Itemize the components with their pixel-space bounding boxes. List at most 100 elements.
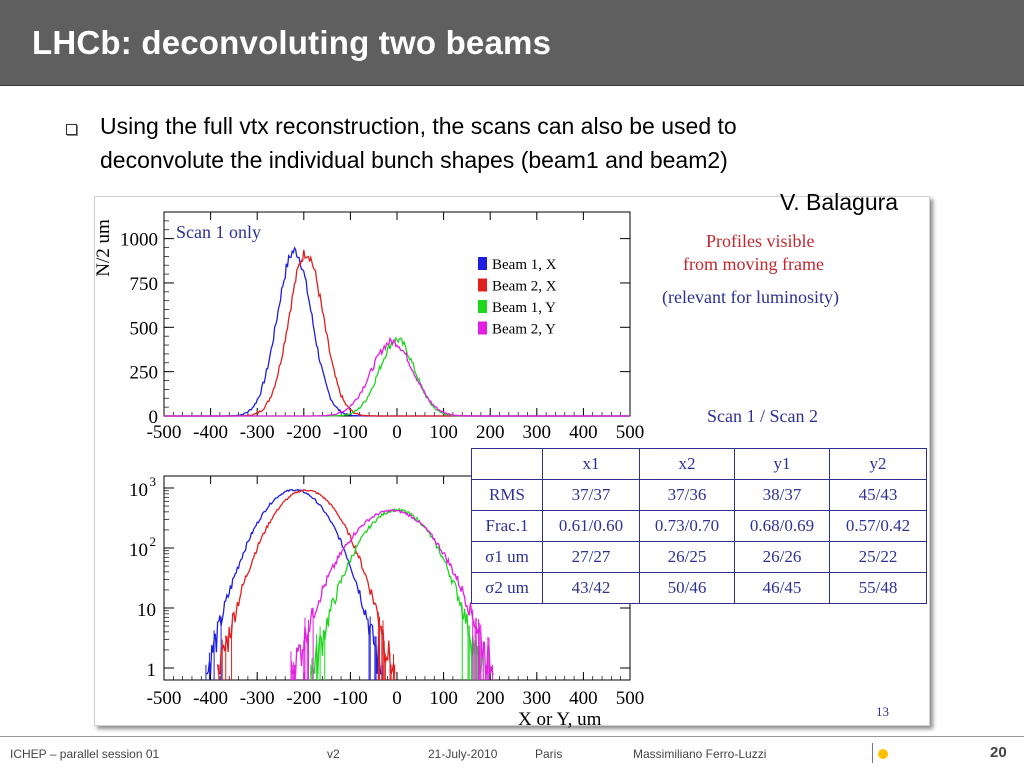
bullet-square-icon: [66, 124, 77, 135]
table-cell: 37/36: [639, 479, 735, 511]
bullet-text-line-2: deconvolute the individual bunch shapes …: [100, 147, 728, 173]
table-cell: 38/37: [734, 479, 830, 511]
table-row-label: RMS: [471, 479, 543, 511]
series-line-beam-1-x: [164, 246, 630, 417]
y-tick-exponent: 3: [150, 474, 157, 489]
relevance-note: (relevant for luminosity): [662, 287, 839, 307]
x-tick-label: 300: [523, 688, 552, 709]
x-tick-label: -500: [147, 422, 182, 443]
moving-frame-note: from moving frame: [683, 254, 824, 274]
series-line-beam-1-y: [164, 336, 630, 417]
footer-presenter: Massimiliano Ferro-Luzzi: [633, 747, 767, 761]
legend-swatch: [478, 321, 487, 335]
footer-divider: [0, 736, 1024, 737]
table-cell: 25/22: [829, 541, 927, 573]
table-cell: 37/37: [542, 479, 640, 511]
x-tick-label: 400: [569, 422, 598, 443]
footer-dot-icon: [878, 749, 888, 759]
bullet-text-line-1: Using the full vtx reconstruction, the s…: [100, 113, 737, 139]
x-tick-label: 300: [523, 422, 552, 443]
x-tick-label: -400: [193, 688, 228, 709]
legend-entry: Beam 2, X: [492, 279, 557, 295]
table-cell: 46/45: [734, 572, 830, 604]
profiles-visible-note: Profiles visible: [706, 231, 815, 251]
author-credit: V. Balagura: [780, 189, 899, 215]
table-cell: 27/27: [542, 541, 640, 573]
table-row: Frac.1 0.61/0.60 0.73/0.70 0.68/0.69 0.5…: [471, 510, 927, 542]
table-cell: 0.61/0.60: [542, 510, 640, 542]
x-tick-label: -500: [147, 688, 182, 709]
x-tick-label: 200: [476, 422, 505, 443]
legend-entry: Beam 2, Y: [492, 322, 556, 338]
x-tick-label: 500: [616, 422, 645, 443]
x-tick-label: 0: [392, 422, 402, 443]
beam-parameters-table: x1 x2 y1 y2 RMS 37/37 37/36 38/37 45/43 …: [471, 448, 927, 604]
legend-swatch: [478, 257, 487, 270]
y-tick-label: 1: [147, 660, 157, 681]
table-header-cell: x2: [639, 448, 735, 480]
series-line-beam-2-y: [290, 508, 494, 675]
table-header-cell: [471, 448, 543, 480]
series-line-beam-2-x: [216, 488, 396, 675]
x-tick-label: 0: [392, 688, 402, 709]
table-cell: 55/48: [829, 572, 927, 604]
table-header-cell: y1: [734, 448, 830, 480]
y-tick-label: 0: [149, 407, 159, 428]
footer-separator: [872, 743, 873, 763]
x-tick-label: -100: [333, 688, 368, 709]
table-row-label: Frac.1: [471, 510, 543, 542]
table-cell: 0.73/0.70: [639, 510, 735, 542]
series-line-beam-1-x: [205, 489, 383, 675]
plot-frame: [163, 211, 631, 417]
y-tick-label: 750: [130, 274, 159, 295]
slide-title: LHCb: deconvoluting two beams: [32, 24, 552, 61]
table-row: σ2 um 43/42 50/46 46/45 55/48: [471, 572, 927, 604]
y-tick-exponent: 2: [150, 534, 157, 549]
table-row: RMS 37/37 37/36 38/37 45/43: [471, 479, 927, 511]
x-tick-label: -300: [240, 422, 275, 443]
footer-version: v2: [327, 747, 340, 761]
x-tick-label: 100: [429, 688, 458, 709]
chart-title: Scan 1 only: [176, 222, 261, 242]
log-profile-chart: -500 -400 -300 -200 -100 0 100 200 300 400 500 1 10 1…: [129, 474, 645, 728]
y-tick-label: 10: [137, 600, 156, 621]
table-header-cell: y2: [829, 448, 927, 480]
table-cell: 26/25: [639, 541, 735, 573]
y-tick-label: 1000: [120, 230, 158, 251]
table-header-cell: x1: [542, 448, 640, 480]
table-cell: 0.57/0.42: [829, 510, 927, 542]
legend-swatch: [478, 278, 487, 292]
x-tick-label: -200: [286, 422, 321, 443]
table-cell: 43/42: [542, 572, 640, 604]
title-bar: LHCb: deconvoluting two beams: [0, 0, 1024, 86]
footer-conference: ICHEP – parallel session 01: [10, 747, 160, 761]
series-line-beam-1-y: [310, 507, 484, 675]
scan-ratio-note: Scan 1 / Scan 2: [707, 406, 818, 426]
x-tick-label: -400: [193, 422, 228, 443]
x-tick-label: -300: [240, 688, 275, 709]
table-cell: 26/26: [734, 541, 830, 573]
linear-profile-chart: -500 -400 -300 -200 -100 0 100 200 300 400 500 0 250…: [94, 211, 645, 443]
table-row-label: σ2 um: [471, 572, 543, 604]
inner-slide-page-number: 13: [876, 704, 889, 719]
x-tick-label: 500: [616, 688, 645, 709]
y-tick-label: 10: [129, 540, 148, 561]
table-cell: 50/46: [639, 572, 735, 604]
y-tick-label: 250: [130, 363, 159, 384]
series-line-beam-2-x: [164, 249, 630, 417]
table-row-label: σ1 um: [471, 541, 543, 573]
footer-page-number: 20: [990, 744, 1007, 761]
table-row: σ1 um 27/27 26/25 26/26 25/22: [471, 541, 927, 573]
x-tick-label: 100: [429, 422, 458, 443]
legend-entry: Beam 1, Y: [492, 300, 556, 316]
y-tick-label: 500: [130, 318, 159, 339]
y-tick-label: 10: [129, 480, 148, 501]
x-tick-label: -200: [286, 688, 321, 709]
table-cell: 0.68/0.69: [734, 510, 830, 542]
legend-entry: Beam 1, X: [492, 257, 557, 273]
y-axis-label: N/2 um: [94, 219, 114, 277]
table-header-row: x1 x2 y1 y2: [471, 448, 927, 480]
footer-date: 21-July-2010: [428, 747, 498, 761]
x-axis-label: X or Y, um: [518, 709, 602, 728]
series-line-beam-2-y: [164, 336, 630, 417]
